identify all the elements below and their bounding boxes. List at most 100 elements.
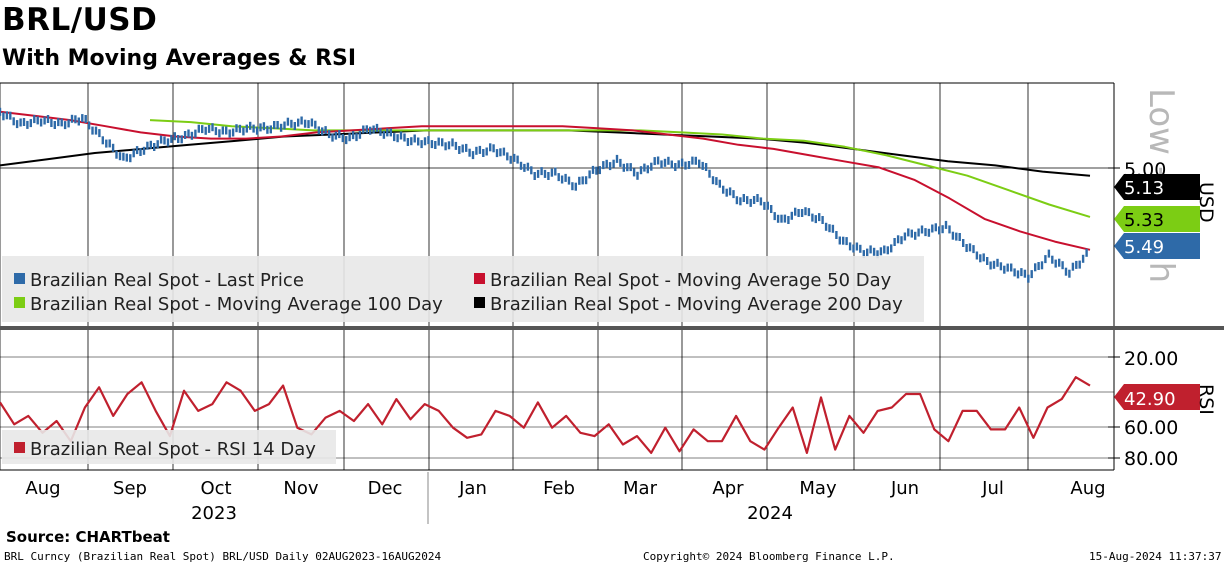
price-bar	[9, 111, 12, 120]
price-bar	[513, 153, 516, 162]
timestamp: 15-Aug-2024 11:37:37	[1089, 550, 1222, 563]
month-label: Mar	[623, 478, 658, 499]
price-bar	[81, 114, 84, 123]
price-bar	[656, 156, 660, 165]
price-bar	[824, 222, 828, 231]
price-bar	[691, 156, 694, 165]
month-label: Apr	[712, 478, 744, 499]
price-bar	[725, 188, 728, 197]
price-bar	[502, 147, 506, 156]
price-bar	[1058, 258, 1061, 267]
price-bar	[776, 214, 780, 223]
price-bar	[619, 158, 622, 167]
price-bar	[1003, 265, 1006, 274]
price-bar	[821, 216, 824, 224]
price-bar	[321, 127, 324, 136]
price-bar	[598, 166, 601, 175]
price-bar	[667, 156, 670, 165]
price-bar	[317, 126, 320, 135]
price-bar	[626, 163, 629, 172]
price-bar	[536, 169, 540, 178]
price-bar	[314, 120, 317, 129]
price-bar	[632, 168, 636, 177]
source-note: Source: CHARTbeat	[6, 528, 170, 546]
price-bar	[242, 127, 245, 136]
price-bar	[588, 170, 591, 179]
price-bar	[780, 214, 783, 223]
price-bar	[139, 148, 142, 156]
price-bar	[999, 262, 1003, 271]
price-bar	[379, 127, 382, 136]
price-bar	[177, 135, 180, 143]
price-bar	[708, 169, 711, 178]
price-bar	[509, 155, 512, 164]
price-bar	[190, 131, 194, 140]
price-bar	[1081, 254, 1085, 263]
price-bar	[965, 244, 968, 252]
price-bar	[814, 215, 817, 224]
last-value-ma100: 5.33	[1124, 210, 1164, 231]
price-bar	[249, 121, 252, 130]
price-bar	[423, 137, 427, 146]
price-bar	[794, 207, 797, 216]
price-bar	[451, 138, 454, 147]
price-bar	[279, 123, 283, 132]
price-bar	[2, 112, 5, 121]
price-bar	[804, 207, 807, 216]
price-bar	[992, 260, 996, 269]
price-bar	[345, 136, 348, 145]
last-tag-ma200	[1114, 174, 1200, 200]
price-bar	[15, 120, 19, 129]
price-bar	[327, 130, 331, 139]
price-bar	[1040, 261, 1044, 270]
price-bar	[756, 194, 759, 202]
price-bar	[1010, 263, 1013, 272]
price-bar	[67, 119, 70, 128]
price-bar	[458, 146, 461, 154]
price-bar	[533, 172, 536, 180]
price-bar	[221, 126, 224, 135]
price-bar	[118, 152, 122, 161]
price-bar	[1051, 255, 1054, 264]
last-tag-ma100	[1114, 206, 1200, 232]
price-bar	[571, 182, 574, 191]
legend-swatch-ma200	[474, 297, 485, 308]
price-bar	[560, 175, 564, 184]
price-bar	[862, 250, 865, 259]
legend-swatch-ma100	[14, 297, 25, 308]
price-bar	[74, 115, 77, 124]
price-bar	[183, 131, 187, 139]
price-bar	[50, 119, 53, 127]
chart-subtitle: With Moving Averages & RSI	[2, 46, 357, 71]
legend-label-rsi: Brazilian Real Spot - RSI 14 Day	[30, 439, 316, 460]
legend-label-ma100: Brazilian Real Spot - Moving Average 100…	[30, 294, 443, 315]
price-bar	[979, 254, 982, 263]
price-bar	[19, 118, 22, 127]
price-bar	[399, 131, 403, 140]
price-bar	[1068, 269, 1071, 278]
price-bar	[687, 161, 691, 169]
price-bar	[975, 251, 979, 260]
price-bar	[482, 149, 485, 157]
price-bar	[1030, 270, 1033, 279]
price-bar	[643, 163, 646, 172]
price-bar	[968, 243, 972, 252]
price-bar	[420, 140, 423, 149]
price-bar	[403, 133, 406, 142]
y-axis-label-rsi: RSI	[1195, 384, 1217, 415]
price-bar	[245, 124, 248, 133]
price-bar	[303, 119, 307, 128]
price-bar	[516, 155, 519, 164]
price-bar	[471, 151, 475, 160]
price-bar	[831, 224, 835, 233]
price-bar	[166, 138, 170, 147]
legend-label-ma50: Brazilian Real Spot - Moving Average 50 …	[490, 270, 892, 291]
month-label: Sep	[113, 478, 147, 499]
chart-canvas: Low → High Brazilian Real Spot - Last Pr…	[0, 82, 1224, 524]
price-bar	[900, 236, 903, 245]
price-bar	[43, 116, 46, 125]
price-bar	[890, 244, 893, 253]
legend-label-price: Brazilian Real Spot - Last Price	[30, 270, 304, 291]
price-bar	[211, 123, 214, 132]
price-bar	[29, 119, 32, 128]
